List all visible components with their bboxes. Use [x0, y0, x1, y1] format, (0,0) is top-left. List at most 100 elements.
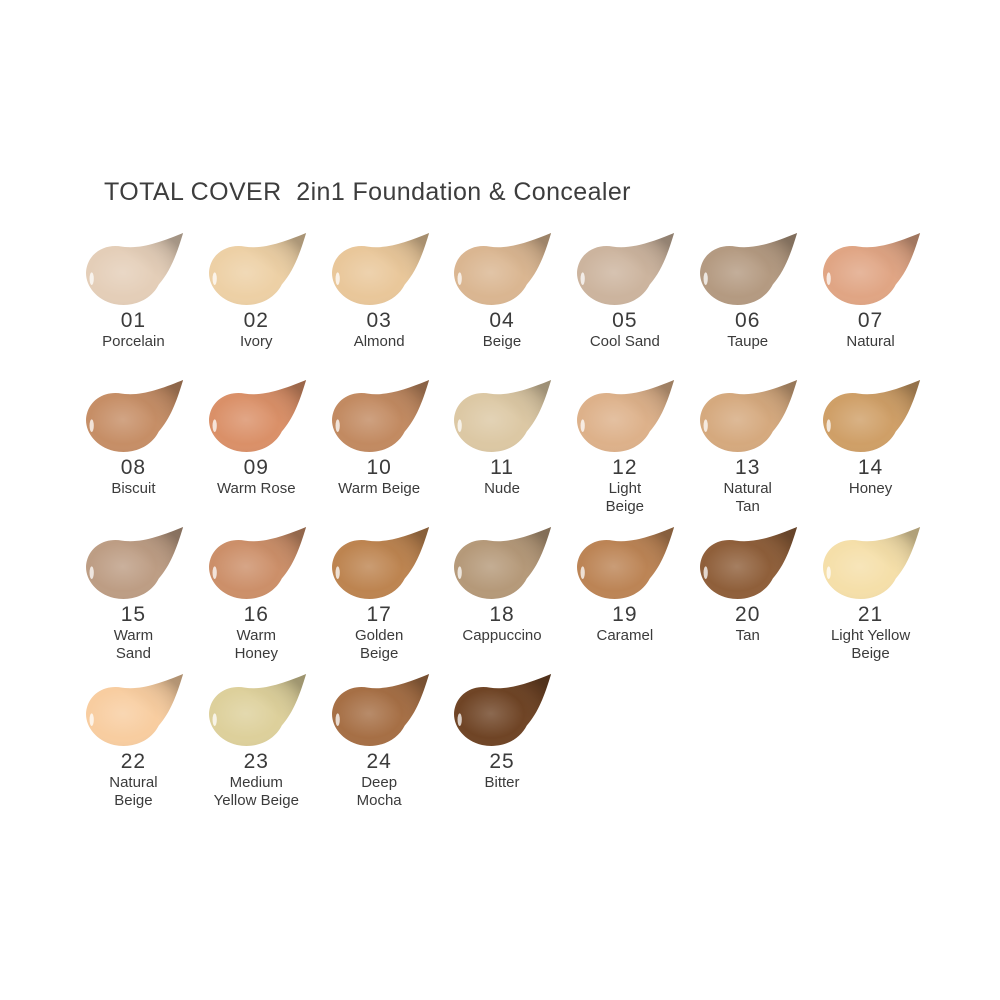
foundation-smear-icon	[577, 379, 675, 452]
shade-number: 13	[735, 456, 761, 479]
foundation-smear-icon	[700, 232, 798, 305]
shade-swatch: 16 Warm Honey	[195, 524, 318, 671]
foundation-smear-icon	[208, 379, 306, 452]
shade-name: Warm Rose	[216, 480, 296, 497]
shade-swatch: 15 Warm Sand	[72, 524, 195, 671]
foundation-smear-icon	[454, 673, 552, 746]
shade-number: 24	[366, 750, 392, 773]
shade-swatch: 23 Medium Yellow Beige	[195, 671, 318, 818]
shade-name: Light Beige	[605, 480, 645, 515]
shade-number: 03	[366, 309, 392, 332]
shade-name: Ivory	[240, 333, 273, 350]
shade-swatch: 14 Honey	[809, 377, 932, 524]
shade-name: Beige	[482, 333, 522, 350]
shade-name: Nude	[484, 480, 520, 497]
foundation-smear-icon	[823, 379, 921, 452]
shade-name: Taupe	[727, 333, 769, 350]
shade-swatch: 22 Natural Beige	[72, 671, 195, 818]
shade-number: 01	[120, 309, 147, 332]
shade-number: 20	[735, 603, 761, 626]
shade-number: 04	[489, 309, 515, 332]
shade-name: Natural Tan	[723, 480, 772, 515]
shade-name: Cappuccino	[462, 627, 542, 644]
shade-swatch: 21 Light Yellow Beige	[809, 524, 932, 671]
shade-swatch: 11 Nude	[441, 377, 564, 524]
foundation-smear-icon	[577, 232, 675, 305]
shade-swatch: 25 Bitter	[441, 671, 564, 818]
foundation-smear-icon	[208, 673, 306, 746]
shade-number: 02	[243, 309, 269, 332]
shade-swatch: 24 Deep Mocha	[318, 671, 441, 818]
foundation-smear-icon	[331, 379, 429, 452]
shade-number: 14	[857, 456, 884, 479]
shade-swatch: 01 Porcelain	[72, 230, 195, 377]
shade-name: Warm Sand	[113, 627, 154, 662]
shade-name: Cool Sand	[589, 333, 660, 350]
shade-swatch: 05 Cool Sand	[563, 230, 686, 377]
shade-name: Natural	[846, 333, 895, 350]
shade-name: Porcelain	[102, 333, 165, 350]
shade-name: Deep Mocha	[356, 774, 402, 809]
shade-swatch: 10 Warm Beige	[318, 377, 441, 524]
shade-number: 17	[366, 603, 392, 626]
foundation-smear-icon	[85, 673, 184, 746]
foundation-smear-icon	[85, 379, 184, 452]
shade-swatch: 07 Natural	[809, 230, 932, 377]
foundation-smear-icon	[331, 673, 429, 746]
foundation-smear-icon	[331, 526, 429, 599]
shade-swatch: 12 Light Beige	[563, 377, 686, 524]
shade-swatch: 13 Natural Tan	[686, 377, 809, 524]
shade-name: Golden Beige	[354, 627, 404, 662]
foundation-smear-icon	[454, 232, 552, 305]
foundation-smear-icon	[700, 526, 798, 599]
shade-name: Caramel	[596, 627, 654, 644]
shade-swatch: 06 Taupe	[686, 230, 809, 377]
shade-number: 05	[612, 309, 638, 332]
shade-swatch: 17 Golden Beige	[318, 524, 441, 671]
shade-number: 18	[489, 603, 515, 626]
shade-name: Warm Honey	[234, 627, 278, 662]
shade-number: 15	[120, 603, 147, 626]
shade-swatch: 08 Biscuit	[72, 377, 195, 524]
shade-grid: 01 Porcelain 02 Ivory 03 Almond 04 Beige 05 Cool …	[72, 230, 932, 818]
shade-swatch: 09 Warm Rose	[195, 377, 318, 524]
shade-swatch: 04 Beige	[441, 230, 564, 377]
shade-number: 09	[243, 456, 269, 479]
shade-swatch: 18 Cappuccino	[441, 524, 564, 671]
shade-number: 06	[735, 309, 761, 332]
shade-name: Tan	[735, 627, 760, 644]
shade-swatch: 19 Caramel	[563, 524, 686, 671]
foundation-smear-icon	[823, 526, 921, 599]
shade-number: 21	[857, 603, 884, 626]
shade-swatch: 03 Almond	[318, 230, 441, 377]
foundation-smear-icon	[331, 232, 429, 305]
shade-number: 10	[366, 456, 392, 479]
shade-number: 12	[612, 456, 638, 479]
shade-name: Biscuit	[111, 480, 156, 497]
shade-name: Natural Beige	[109, 774, 158, 809]
shade-name: Medium Yellow Beige	[213, 774, 299, 809]
shade-name: Almond	[353, 333, 405, 350]
foundation-smear-icon	[208, 526, 306, 599]
foundation-smear-icon	[85, 526, 184, 599]
shade-number: 07	[857, 309, 884, 332]
shade-number: 16	[243, 603, 269, 626]
shade-name: Honey	[848, 480, 893, 497]
shade-number: 19	[612, 603, 638, 626]
foundation-smear-icon	[577, 526, 675, 599]
foundation-smear-icon	[454, 526, 552, 599]
shade-swatch: 02 Ivory	[195, 230, 318, 377]
foundation-smear-icon	[823, 232, 921, 305]
shade-name: Warm Beige	[338, 480, 421, 497]
shade-swatch: 20 Tan	[686, 524, 809, 671]
foundation-smear-icon	[454, 379, 552, 452]
shade-number: 11	[490, 456, 514, 479]
foundation-smear-icon	[208, 232, 306, 305]
page-title: TOTAL COVER 2in1 Foundation & Concealer	[104, 178, 631, 206]
shade-number: 22	[120, 750, 147, 773]
shade-name: Light Yellow Beige	[830, 627, 911, 662]
shade-number: 08	[120, 456, 147, 479]
foundation-smear-icon	[85, 232, 184, 305]
shade-number: 25	[489, 750, 515, 773]
